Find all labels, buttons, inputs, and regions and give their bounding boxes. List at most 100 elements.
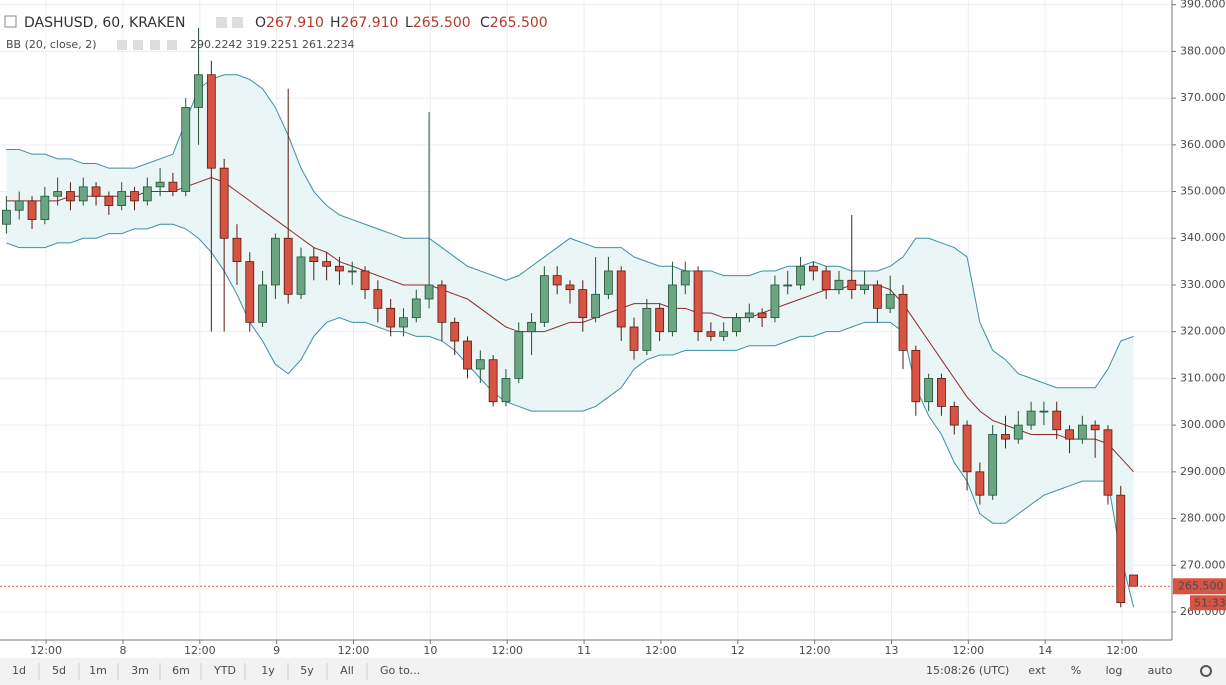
candle-body bbox=[360, 270, 370, 291]
candle-body bbox=[258, 284, 267, 323]
candle-body bbox=[1052, 410, 1062, 431]
candle-body bbox=[194, 74, 203, 108]
icon[interactable] bbox=[216, 17, 227, 28]
candle-body bbox=[206, 74, 216, 169]
x-tick-label: 12:00 bbox=[952, 644, 984, 657]
range-button[interactable]: All bbox=[340, 664, 354, 677]
candle-body bbox=[53, 191, 63, 197]
candle-body bbox=[962, 424, 972, 473]
option-button[interactable]: ext bbox=[1028, 664, 1046, 677]
option-button[interactable]: auto bbox=[1148, 664, 1173, 677]
range-button[interactable]: YTD bbox=[213, 664, 236, 677]
candle-body bbox=[834, 279, 844, 291]
candle-body bbox=[1001, 434, 1010, 440]
candle-body bbox=[1116, 494, 1126, 604]
x-tick-label: 12 bbox=[731, 644, 745, 657]
candle-body bbox=[488, 359, 498, 403]
ohlc-item: O267.910 bbox=[255, 15, 324, 31]
option-button[interactable]: % bbox=[1071, 664, 1081, 677]
candle-body bbox=[668, 284, 677, 333]
toolbar bbox=[0, 658, 1226, 685]
ohlc-value: 265.500 bbox=[490, 15, 548, 31]
icon[interactable] bbox=[167, 40, 177, 50]
candle-body bbox=[1103, 429, 1113, 496]
candle-body bbox=[655, 307, 665, 333]
candle-body bbox=[949, 406, 959, 426]
candle-body bbox=[924, 377, 934, 403]
goto-button[interactable]: Go to... bbox=[380, 664, 420, 677]
x-tick-label: 12:00 bbox=[30, 644, 62, 657]
candle-body bbox=[373, 289, 383, 309]
x-tick-label: 12:00 bbox=[1106, 644, 1138, 657]
candle-body bbox=[975, 471, 985, 496]
indicator: BB (20, close, 2) bbox=[6, 38, 97, 51]
candle-body bbox=[437, 284, 447, 323]
settings-icon[interactable] bbox=[1200, 665, 1212, 677]
y-tick-label: 370.000 bbox=[1180, 91, 1226, 104]
candle-body bbox=[245, 261, 255, 323]
candle-body bbox=[309, 256, 319, 263]
candle-body bbox=[501, 377, 511, 403]
candle-body bbox=[591, 293, 601, 319]
x-tick-label: 12:00 bbox=[338, 644, 370, 657]
candle-body bbox=[1065, 429, 1074, 440]
candle-body bbox=[808, 265, 818, 272]
candle-body bbox=[744, 312, 754, 319]
ohlc-key: C bbox=[480, 15, 490, 31]
x-tick-label: 13 bbox=[884, 644, 898, 657]
ohlc-value: 265.500 bbox=[413, 15, 471, 31]
candle-body bbox=[411, 298, 421, 319]
candle-body bbox=[796, 265, 805, 286]
legend-header: DASHUSD, 60, KRAKEN BB (20, close, 2) O2… bbox=[4, 15, 548, 51]
x-tick-label: 9 bbox=[273, 644, 280, 657]
range-button[interactable]: 5d bbox=[52, 664, 66, 677]
x-tick-label: 12:00 bbox=[645, 644, 677, 657]
y-tick-label: 280.000 bbox=[1180, 512, 1226, 525]
range-button[interactable]: 1d bbox=[12, 664, 26, 677]
icon[interactable] bbox=[117, 40, 127, 50]
candle-body bbox=[232, 237, 242, 263]
candle-body bbox=[66, 191, 75, 202]
candle-body bbox=[40, 195, 50, 220]
y-tick-label: 380.000 bbox=[1180, 44, 1226, 57]
candle-body bbox=[847, 279, 857, 291]
icon[interactable] bbox=[232, 17, 243, 28]
option-button[interactable]: log bbox=[1106, 664, 1123, 677]
candle-body bbox=[1039, 410, 1049, 413]
icon[interactable] bbox=[150, 40, 160, 50]
candle-body bbox=[283, 237, 293, 295]
range-button[interactable]: 5y bbox=[300, 664, 314, 677]
candle-body bbox=[91, 186, 101, 197]
candle-body bbox=[860, 284, 869, 291]
candle-body bbox=[616, 270, 626, 328]
ohlc-key: O bbox=[255, 15, 266, 31]
x-tick-label: 12:00 bbox=[184, 644, 216, 657]
menu-icon[interactable] bbox=[4, 15, 17, 28]
range-button[interactable]: 6m bbox=[172, 664, 190, 677]
candle-body bbox=[475, 359, 485, 370]
candle-body bbox=[770, 284, 780, 319]
range-button[interactable]: 1y bbox=[261, 664, 275, 677]
candle-body bbox=[821, 270, 831, 291]
candle-body bbox=[732, 317, 741, 333]
y-tick-label: 390.000 bbox=[1180, 0, 1226, 11]
candle-body bbox=[783, 284, 793, 287]
indicator-value: 290.2242 bbox=[190, 38, 243, 51]
candle-body bbox=[463, 340, 472, 370]
ohlc-item: C265.500 bbox=[480, 15, 548, 31]
candle-body bbox=[424, 284, 434, 300]
candle-body bbox=[1013, 424, 1023, 440]
y-tick-label: 270.000 bbox=[1180, 558, 1226, 571]
icon[interactable] bbox=[133, 40, 143, 50]
countdown: 51:33 bbox=[1194, 596, 1226, 609]
ohlc-item: H267.910 bbox=[330, 15, 398, 31]
ohlc-key: L bbox=[405, 15, 413, 31]
y-tick-label: 350.000 bbox=[1180, 185, 1226, 198]
y-tick-label: 320.000 bbox=[1180, 325, 1226, 338]
range-button[interactable]: 3m bbox=[131, 664, 149, 677]
range-button[interactable]: 1m bbox=[89, 664, 107, 677]
indicator-value: 261.2234 bbox=[302, 38, 355, 51]
candle-body bbox=[117, 191, 127, 206]
toolbar-items: 1d 5d 1m 3m 6m YTD 1y 5y All Go to... 15:08:26 (UT… bbox=[12, 663, 1212, 680]
candle-body bbox=[296, 256, 306, 295]
